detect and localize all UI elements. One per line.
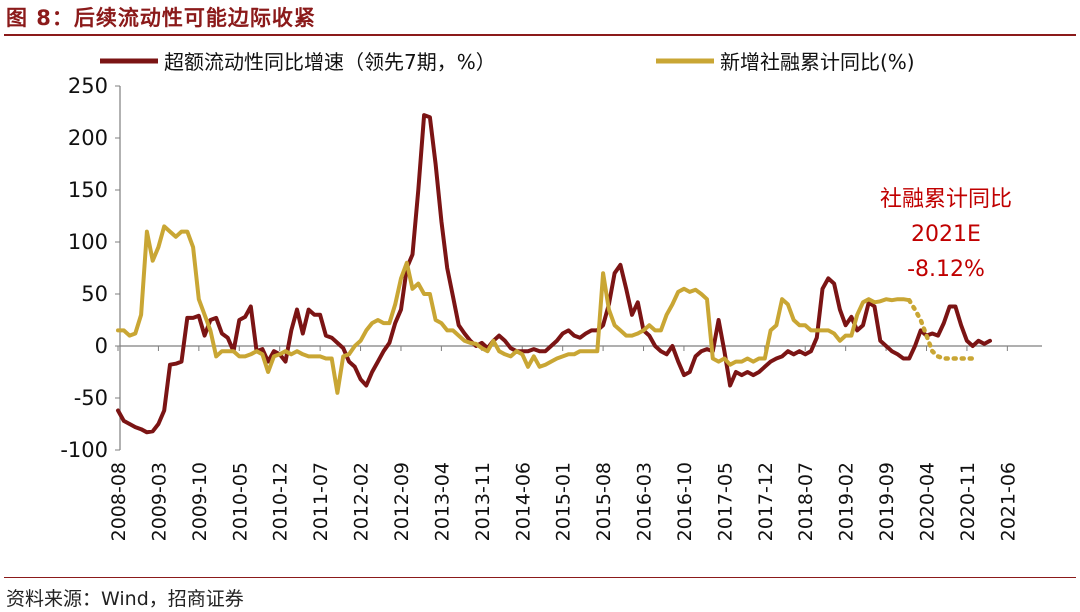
- x-tick-label: 2016-10: [674, 462, 696, 541]
- x-tick-label: 2014-06: [512, 462, 534, 541]
- x-tick-label: 2010-12: [270, 462, 292, 541]
- x-tick-label: 2017-05: [714, 462, 736, 541]
- series-line-excess-liquidity: [116, 113, 992, 435]
- title-divider: [4, 34, 1076, 36]
- y-tick-label: 100: [68, 230, 108, 254]
- x-tick-label: 2019-09: [876, 462, 898, 541]
- x-tick-label: 2018-07: [795, 462, 817, 541]
- y-axis-ticks: 250 200 150 100 50 0 -50 -100: [60, 74, 120, 462]
- annotation-line-3: -8.12%: [907, 257, 985, 282]
- y-tick-label: -50: [74, 386, 108, 410]
- annotation-line-1: 社融累计同比: [880, 187, 1012, 212]
- x-tick-label: 2011-07: [310, 462, 332, 541]
- figure-title: 图 8：后续流动性可能边际收紧: [6, 6, 316, 30]
- legend: 超额流动性同比增速（领先7期，%） 新增社融累计同比(%): [100, 50, 915, 74]
- x-tick-label: 2009-10: [189, 462, 211, 541]
- x-tick-label: 2019-02: [836, 462, 858, 541]
- x-tick-label: 2009-03: [148, 462, 170, 541]
- series-line-social-financing-forecast: [906, 297, 975, 361]
- x-tick-label: 2010-05: [229, 462, 251, 541]
- axes: [119, 86, 1042, 450]
- series-lines: [116, 113, 992, 435]
- x-tick-label: 2012-02: [351, 462, 373, 541]
- y-tick-label: 250: [68, 74, 108, 98]
- annotation-line-2: 2021E: [911, 222, 981, 247]
- x-tick-label: 2016-03: [634, 462, 656, 541]
- footer-divider: [4, 577, 1076, 578]
- x-tick-label: 2013-11: [472, 462, 494, 541]
- series-line-social-financing: [116, 224, 912, 395]
- x-tick-label: 2020-11: [957, 462, 979, 541]
- legend-label-social-financing: 新增社融累计同比(%): [720, 50, 915, 74]
- x-axis-ticks: 2008-08 2009-03 2009-10 2010-05 2010-12 2011-…: [108, 346, 1019, 541]
- y-tick-label: -100: [60, 438, 108, 462]
- y-tick-label: 0: [95, 334, 108, 358]
- y-tick-label: 50: [81, 282, 108, 306]
- source-note: 资料来源：Wind，招商证券: [6, 588, 244, 610]
- x-tick-label: 2015-01: [553, 462, 575, 541]
- legend-label-excess-liquidity: 超额流动性同比增速（领先7期，%）: [164, 50, 496, 74]
- x-tick-label: 2013-04: [431, 462, 453, 541]
- annotation-social-financing-2021e: 社融累计同比 2021E -8.12%: [880, 187, 1012, 282]
- y-tick-label: 150: [68, 178, 108, 202]
- x-tick-label: 2017-12: [755, 462, 777, 541]
- y-tick-label: 200: [68, 126, 108, 150]
- x-tick-label: 2021-06: [997, 462, 1019, 541]
- x-tick-label: 2012-09: [391, 462, 413, 541]
- x-tick-label: 2008-08: [108, 462, 130, 541]
- x-tick-label: 2015-08: [593, 462, 615, 541]
- x-tick-label: 2020-04: [917, 462, 939, 541]
